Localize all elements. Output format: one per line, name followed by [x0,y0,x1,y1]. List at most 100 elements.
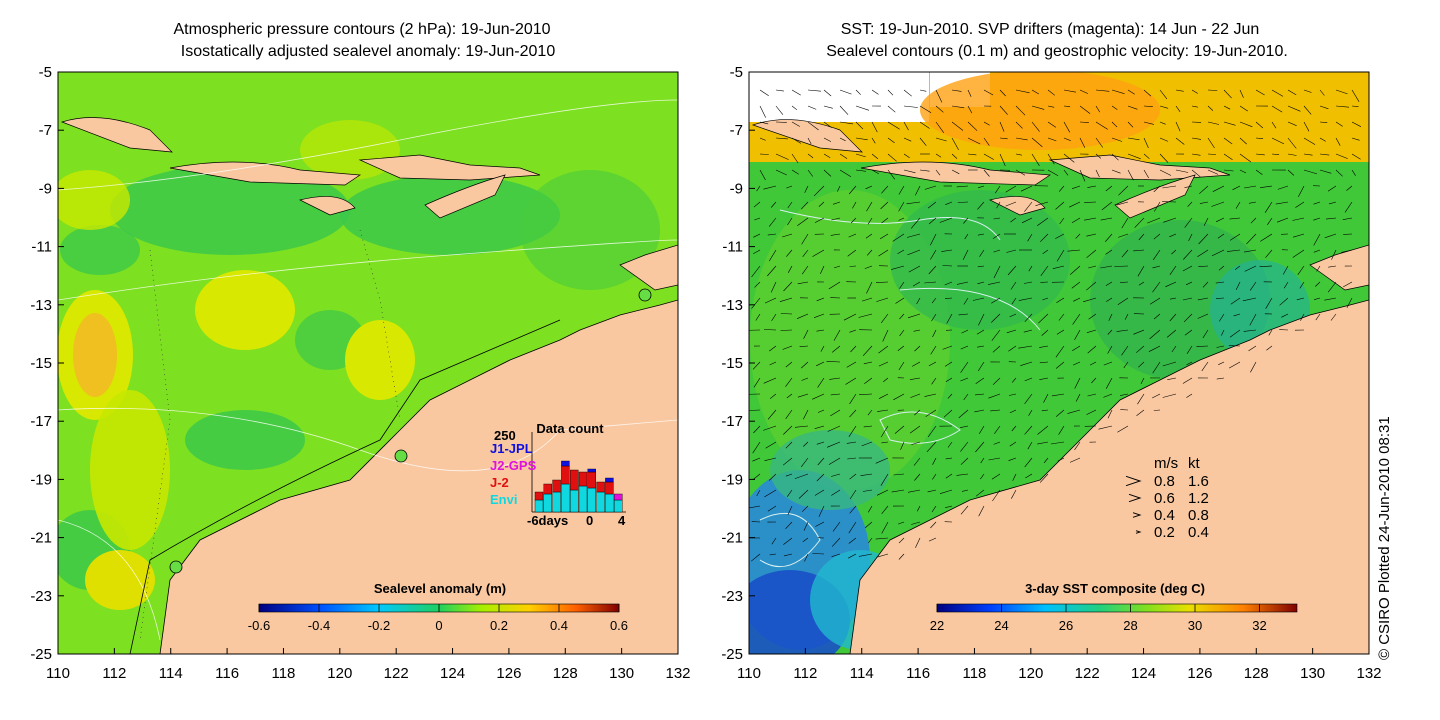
data-count-x-end: 4 [618,513,626,528]
colorbar-tick-label: -0.6 [248,618,270,633]
legend-j1-jpl: J1-JPL [490,441,533,456]
data-count-bar [561,465,570,485]
y-tick-label: -21 [721,530,743,547]
x-tick-label: 116 [215,665,239,682]
data-count-bar [543,493,552,513]
colorbar-tick-label: 30 [1188,618,1202,633]
right-y-axis: -5 -7 -9 -11 -13 -15 -17 -19 -21 -23 -25 [721,64,755,663]
x-tick-label: 116 [906,665,930,682]
legend-j2-gps: J2-GPS [490,458,537,473]
colorbar-tick-label: -0.2 [368,618,390,633]
colorbar-tick-label: 0.2 [490,618,508,633]
y-tick-label: -15 [30,355,52,372]
x-tick-label: 128 [553,665,578,682]
legend-j-2: J-2 [490,475,509,490]
x-tick-label: 124 [1131,665,1156,682]
sla-colorbar: Sealevel anomaly (m) -0.6 -0.4 -0.2 0 0.2 0.4… [248,581,628,633]
speed-arrow-icon [1125,475,1142,487]
data-count-bar [543,483,552,495]
x-tick-label: 112 [793,665,817,682]
data-count-bar [534,499,544,513]
y-tick-label: -21 [30,530,52,547]
sst-colorbar-title: 3-day SST composite (deg C) [1025,581,1205,596]
data-count-bar [570,469,579,491]
y-tick-label: -17 [721,413,743,430]
colorbar-tick-label: -0.4 [308,618,330,633]
y-tick-label: -5 [39,64,52,81]
x-tick-label: 114 [159,665,183,682]
speed-arrow-icon [1132,512,1142,518]
speed-ms-label: 0.8 [1154,473,1175,490]
data-count-bar [561,460,570,467]
x-tick-label: 126 [496,665,521,682]
y-tick-label: -13 [721,297,743,314]
data-count-max-label: 250 [494,428,516,443]
sla-colorbar-title: Sealevel anomaly (m) [374,581,506,596]
data-count-bar [614,493,623,501]
sealevel-anomaly-map [58,72,678,654]
speed-ms-label: 0.6 [1154,490,1175,507]
x-tick-label: 120 [1018,665,1043,682]
y-tick-label: -7 [730,122,743,139]
colorbar-tick-label: 0.6 [610,618,628,633]
data-count-bar [587,468,596,473]
credit-label: © CSIRO Plotted 24-Jun-2010 08:31 [1376,416,1393,660]
data-count-bar [614,499,623,513]
legend-envi: Envi [490,492,517,507]
right-title-line1: SST: 19-Jun-2010. SVP drifters (magenta)… [841,21,1260,38]
colorbar-tick-label: 22 [930,618,944,633]
x-tick-label: 110 [46,665,70,682]
y-tick-label: -17 [30,413,52,430]
data-count-x-start: -6days [527,513,568,528]
y-tick-label: -7 [39,122,52,139]
x-tick-label: 132 [665,665,690,682]
y-tick-label: -15 [721,355,743,372]
y-tick-label: -11 [722,239,743,256]
speed-ms-label: 0.4 [1154,507,1175,524]
colorbar-tick-label: 0.4 [550,618,568,633]
data-count-bar [552,479,561,493]
x-tick-label: 122 [384,665,409,682]
colorbar-tick-label: 32 [1252,618,1266,633]
left-title-line2: Isostatically adjusted sealevel anomaly:… [181,43,556,60]
data-count-bar [561,483,570,513]
data-count-title: Data count [536,421,604,436]
data-count-chart: Data count 250 J1-JPL J2-GPS J-2 Envi -6… [490,421,626,528]
x-tick-label: 132 [1356,665,1381,682]
speed-kt-label: 0.8 [1188,507,1209,524]
x-tick-label: 118 [271,665,295,682]
speed-kt-label: 1.2 [1188,490,1209,507]
data-count-bar [552,491,561,513]
x-tick-label: 110 [737,665,761,682]
speed-arrow-icon [1128,493,1142,503]
y-tick-label: -23 [721,588,743,605]
data-count-bar [578,485,588,513]
x-tick-label: 112 [102,665,126,682]
data-count-bar [570,489,579,513]
left-title-line1: Atmospheric pressure contours (2 hPa): 1… [173,21,550,38]
y-tick-label: -23 [30,588,52,605]
y-tick-label: -5 [730,64,743,81]
y-tick-label: -11 [31,239,52,256]
data-count-x-zero: 0 [586,513,593,528]
data-count-bar [587,487,596,513]
speed-kt-label: 1.6 [1188,473,1209,490]
x-tick-label: 130 [1300,665,1325,682]
speed-ms-label: 0.2 [1154,524,1175,541]
y-tick-label: -9 [39,180,52,197]
speed-legend: m/s kt 0.8 1.60.6 1.20.4 0.80.2 0.4 [1125,455,1209,541]
x-tick-label: 120 [327,665,352,682]
y-tick-label: -19 [30,471,52,488]
x-tick-label: 128 [1244,665,1269,682]
y-tick-label: -25 [721,646,743,663]
data-count-bar [605,477,614,483]
left-y-axis: -5 -7 -9 -11 -13 -15 -17 -19 -21 -23 -25 [30,64,64,663]
x-tick-label: 114 [850,665,874,682]
speed-kt-label: 0.4 [1188,524,1209,541]
right-title-line2: Sealevel contours (0.1 m) and geostrophi… [826,43,1288,60]
x-tick-label: 126 [1187,665,1212,682]
x-tick-label: 124 [440,665,465,682]
y-tick-label: -9 [730,180,743,197]
data-count-bar [578,471,588,487]
